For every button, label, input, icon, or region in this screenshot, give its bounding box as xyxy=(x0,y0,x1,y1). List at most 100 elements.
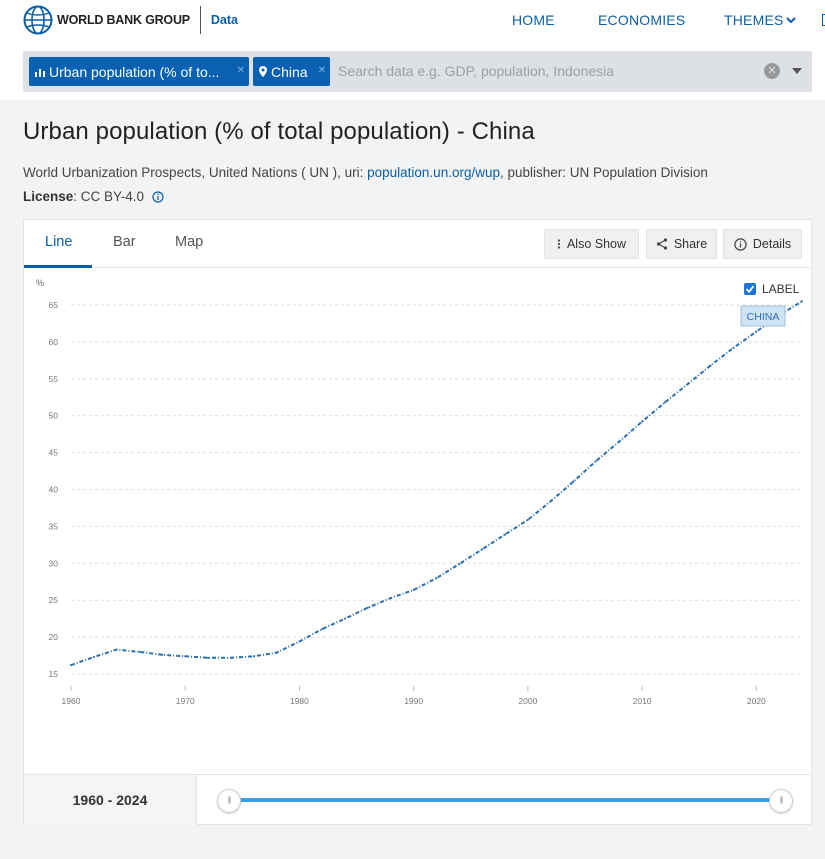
active-tab-indicator xyxy=(24,265,92,268)
range-end-handle[interactable]: ||| xyxy=(769,789,793,813)
data-point xyxy=(572,480,575,483)
country-chip[interactable]: China ✕ xyxy=(253,57,330,86)
country-chip-label: China xyxy=(271,63,308,80)
data-point xyxy=(92,656,95,659)
x-tick-label: 1990 xyxy=(404,696,423,706)
x-tick-labels: 1960 1970 1980 1990 2000 2010 2020 xyxy=(62,686,766,706)
indicator-chip-label: Urban population (% of to... xyxy=(49,63,220,80)
data-point xyxy=(344,617,347,620)
y-tick-label: 25 xyxy=(49,595,59,605)
details-button[interactable]: Details xyxy=(723,229,802,259)
nav-themes[interactable]: THEMES xyxy=(724,12,796,28)
data-points xyxy=(70,300,803,667)
nav-themes-label: THEMES xyxy=(724,12,784,28)
label-checkbox[interactable] xyxy=(744,283,756,295)
time-range-label: 1960 - 2024 xyxy=(24,775,197,825)
source-prefix: World Urbanization Prospects, United Nat… xyxy=(23,165,368,180)
data-point xyxy=(435,577,438,580)
nav-economies[interactable]: ECONOMIES xyxy=(598,12,686,28)
search-bar: Urban population (% of to... ✕ China ✕ ✕ xyxy=(23,51,812,92)
data-point xyxy=(801,300,803,303)
also-show-label: Also Show xyxy=(566,237,627,251)
y-tick-label: 50 xyxy=(49,411,59,421)
data-point xyxy=(549,500,552,503)
data-point xyxy=(184,655,187,658)
data-point xyxy=(732,346,735,349)
search-input[interactable] xyxy=(338,63,748,79)
y-tick-label: 35 xyxy=(49,521,59,531)
data-point xyxy=(641,420,644,423)
top-header: WORLD BANK GROUP Data HOME ECONOMIES THE… xyxy=(0,0,825,100)
x-tick-label: 2010 xyxy=(633,696,652,706)
source-suffix: , publisher: UN Population Division xyxy=(499,165,708,180)
data-point xyxy=(115,648,118,651)
x-tick-label: 2020 xyxy=(747,696,766,706)
tab-bar[interactable]: Bar xyxy=(113,234,136,250)
data-point xyxy=(618,440,621,443)
y-tick-label: 20 xyxy=(49,632,59,642)
indicator-chip[interactable]: Urban population (% of to... ✕ xyxy=(29,57,249,86)
series-line-china xyxy=(70,300,803,667)
data-point xyxy=(481,548,484,551)
y-tick-label: 15 xyxy=(49,669,59,679)
data-point xyxy=(663,401,666,404)
time-range-row: 1960 - 2024 ||| ||| xyxy=(24,774,811,825)
more-vertical-icon xyxy=(557,239,561,249)
tab-map[interactable]: Map xyxy=(175,234,204,250)
dropdown-caret-icon[interactable] xyxy=(792,68,802,74)
details-label: Details xyxy=(752,237,792,251)
nav-overflow-edge xyxy=(822,14,825,26)
remove-country-icon[interactable]: ✕ xyxy=(317,65,326,76)
data-point xyxy=(275,651,278,654)
y-tick-label: 55 xyxy=(49,374,59,384)
data-point xyxy=(366,606,369,609)
y-tick-label: 45 xyxy=(49,448,59,458)
data-point xyxy=(412,588,415,591)
chevron-down-icon xyxy=(785,17,796,24)
x-tick-label: 1980 xyxy=(290,696,309,706)
section-name[interactable]: Data xyxy=(210,13,238,27)
license-label: License xyxy=(23,189,74,204)
chart-panel: Line Bar Map Also Show Share Details % 1… xyxy=(23,219,812,825)
data-point xyxy=(595,459,598,462)
info-icon[interactable] xyxy=(152,190,164,203)
brand-logo[interactable]: WORLD BANK GROUP Data xyxy=(23,5,238,35)
map-pin-icon xyxy=(259,66,267,77)
label-toggle-text: LABEL xyxy=(762,282,800,296)
x-tick-label: 1960 xyxy=(62,696,81,706)
share-label: Share xyxy=(673,237,708,251)
brand-name: WORLD BANK GROUP xyxy=(57,13,190,27)
also-show-button[interactable]: Also Show xyxy=(544,229,639,259)
tab-line[interactable]: Line xyxy=(45,234,73,250)
bar-chart-icon xyxy=(35,68,45,77)
data-point xyxy=(709,364,712,367)
share-button[interactable]: Share xyxy=(646,229,717,259)
data-point xyxy=(458,563,461,566)
data-point xyxy=(161,653,164,656)
y-axis-unit: % xyxy=(36,278,44,288)
nav-home[interactable]: HOME xyxy=(512,12,555,28)
info-circle-icon xyxy=(734,237,747,251)
x-tick-label: 1970 xyxy=(176,696,195,706)
data-point xyxy=(70,664,72,667)
range-start-handle[interactable]: ||| xyxy=(217,789,241,813)
data-point xyxy=(755,330,758,333)
label-toggle[interactable]: LABEL xyxy=(744,282,800,296)
source-link[interactable]: population.un.org/wup xyxy=(367,165,500,180)
time-range-slider-track[interactable] xyxy=(230,798,781,802)
series-tag-label: CHINA xyxy=(747,311,780,323)
page-title: Urban population (% of total population)… xyxy=(23,118,535,145)
data-point xyxy=(138,650,141,653)
brand-divider xyxy=(199,6,201,34)
data-point xyxy=(229,656,232,659)
y-tick-label: 30 xyxy=(49,558,59,568)
license-line: License : CC BY-4.0 xyxy=(23,189,164,204)
data-point xyxy=(504,533,507,536)
x-tick-label: 2000 xyxy=(518,696,537,706)
clear-search-icon[interactable]: ✕ xyxy=(764,63,780,79)
data-point xyxy=(298,640,301,643)
source-line: World Urbanization Prospects, United Nat… xyxy=(23,165,708,180)
y-tick-label: 60 xyxy=(49,337,59,347)
remove-indicator-icon[interactable]: ✕ xyxy=(236,65,245,76)
data-point xyxy=(207,656,210,659)
